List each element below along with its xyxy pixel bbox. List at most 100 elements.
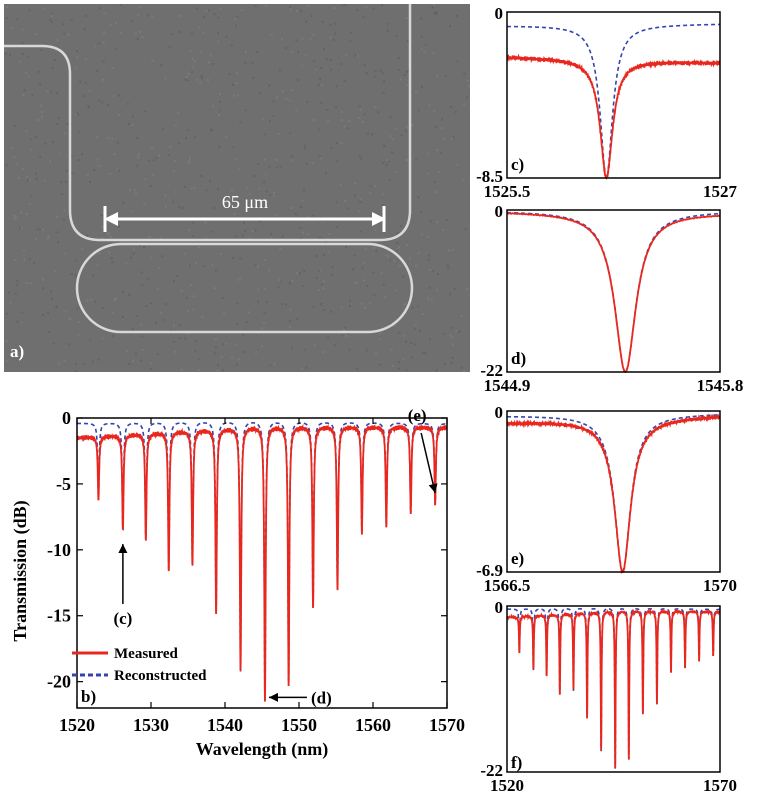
sem-speckle (328, 233, 331, 235)
sem-speckle (436, 289, 439, 292)
sem-speckle (4, 52, 7, 55)
sem-speckle (48, 330, 51, 333)
sem-speckle (50, 20, 53, 23)
sem-speckle (102, 41, 105, 44)
sem-speckle (109, 235, 112, 238)
sem-speckle (381, 72, 384, 75)
sem-speckle (352, 268, 354, 271)
sem-speckle (177, 142, 180, 145)
panel-a-label: a) (10, 342, 24, 361)
sem-speckle (380, 363, 383, 366)
sem-speckle (29, 138, 32, 141)
sem-speckle (35, 135, 38, 138)
sem-speckle (23, 89, 26, 92)
sem-speckle (46, 237, 49, 240)
sem-speckle (281, 90, 284, 93)
x-tick-label: 1570 (703, 776, 737, 795)
sem-speckle (272, 191, 275, 194)
sem-speckle (198, 26, 201, 29)
sem-speckle (158, 267, 161, 270)
sem-speckle (155, 156, 158, 159)
sem-speckle (289, 6, 292, 9)
sem-speckle (162, 318, 165, 321)
sem-speckle (297, 50, 300, 53)
sem-speckle (9, 301, 12, 304)
sem-speckle (62, 23, 65, 26)
sem-speckle (400, 134, 403, 137)
sem-speckle (263, 180, 266, 183)
series-line-reconstructed (507, 414, 720, 573)
sem-speckle (443, 363, 446, 365)
sem-speckle (359, 155, 361, 158)
sem-speckle (419, 329, 421, 332)
sem-speckle (47, 312, 50, 315)
sem-speckle (402, 275, 405, 278)
sem-speckle (304, 147, 307, 150)
sem-speckle (144, 110, 147, 113)
sem-speckle (288, 282, 291, 285)
sem-speckle (173, 340, 176, 343)
sem-speckle (114, 48, 117, 51)
sem-speckle (249, 205, 252, 208)
sem-speckle (389, 323, 392, 325)
sem-speckle (270, 237, 273, 240)
sem-speckle (244, 109, 247, 112)
sem-speckle (196, 7, 199, 10)
sem-speckle (455, 330, 458, 332)
sem-speckle (448, 24, 451, 27)
sem-speckle (288, 99, 291, 102)
sem-speckle (202, 32, 205, 35)
sem-speckle (406, 159, 409, 161)
sem-speckle (340, 142, 343, 144)
sem-speckle (147, 277, 150, 280)
sem-speckle (216, 32, 219, 35)
sem-speckle (217, 16, 220, 19)
sem-speckle (263, 322, 265, 324)
sem-speckle (326, 58, 329, 61)
sem-speckle (76, 307, 79, 310)
sem-speckle (327, 336, 330, 339)
sem-speckle (37, 118, 40, 121)
sem-speckle (417, 196, 420, 199)
sem-speckle (160, 64, 163, 67)
sem-speckle (225, 342, 228, 345)
scale-bar-left-arrow (104, 212, 118, 226)
sem-speckle (363, 113, 366, 116)
sem-speckle (122, 291, 125, 294)
sem-speckle (96, 136, 99, 138)
series-line-reconstructed (507, 23, 720, 180)
sem-speckle (27, 56, 30, 59)
sem-speckle (219, 7, 222, 10)
sem-speckle (160, 312, 163, 315)
sem-speckle (13, 124, 16, 127)
sem-speckle (188, 228, 190, 231)
sem-speckle (245, 51, 247, 54)
sem-speckle (139, 5, 142, 8)
sem-speckle (374, 185, 377, 187)
sem-speckle (237, 168, 240, 171)
sem-speckle (455, 14, 458, 17)
sem-speckle (386, 159, 389, 162)
sem-speckle (190, 32, 193, 35)
panel-label: d) (511, 349, 526, 368)
sem-speckle (169, 145, 172, 148)
sem-speckle (103, 31, 106, 34)
sem-speckle (194, 135, 197, 138)
sem-speckle (190, 284, 193, 287)
sem-speckle (172, 201, 175, 204)
sem-speckle (125, 262, 128, 264)
sem-speckle (56, 92, 58, 95)
charts: 1520 1530 1540 1550 1560 1570 0 -5 -10 -15 -20 Wave… (10, 4, 743, 795)
sem-speckle (5, 17, 8, 20)
sem-speckle (41, 229, 44, 232)
sem-speckle (435, 11, 438, 14)
sem-speckle (404, 129, 407, 132)
sem-speckle (169, 329, 172, 332)
x-tick-label: 1520 (490, 776, 524, 795)
sem-speckle (236, 322, 239, 325)
sem-speckle (26, 179, 29, 182)
sem-speckle (321, 20, 324, 23)
sem-speckle (343, 200, 346, 202)
sem-speckle (198, 246, 200, 249)
sem-speckle (426, 235, 429, 238)
